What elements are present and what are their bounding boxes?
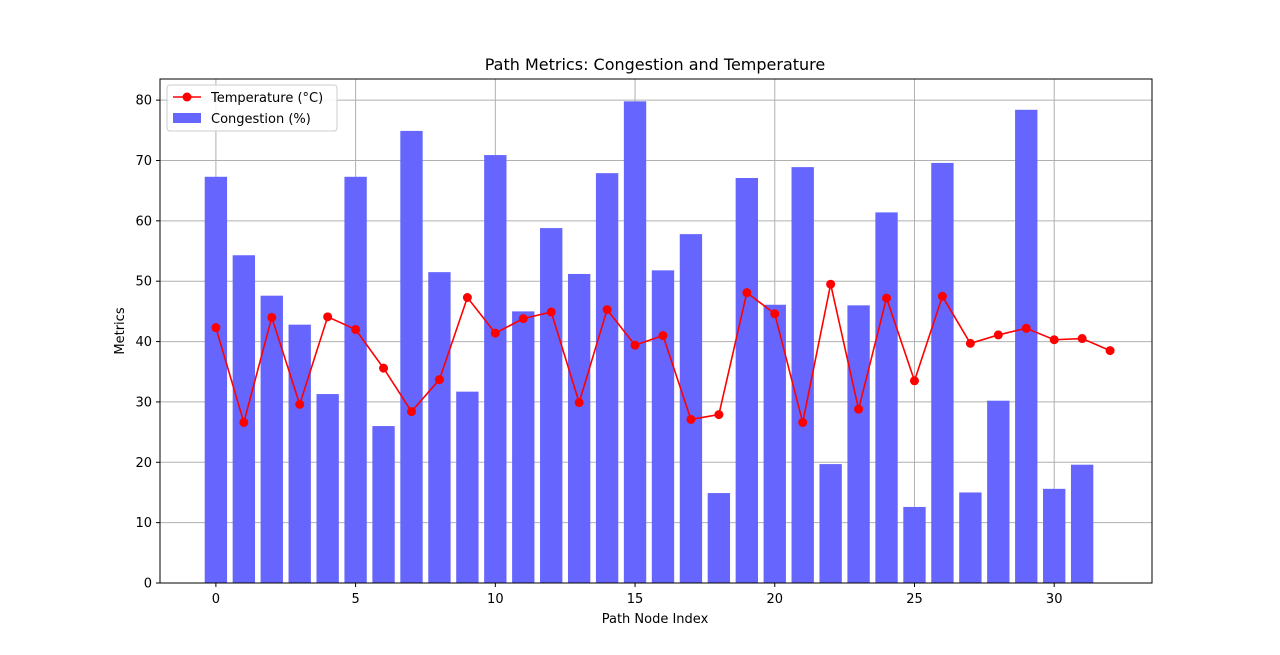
bar [400, 130, 423, 583]
temperature-point [798, 417, 808, 427]
temperature-point [434, 375, 444, 385]
temperature-point [211, 323, 221, 333]
temperature-point [406, 407, 416, 417]
bar [428, 272, 451, 583]
y-tick-label: 20 [135, 456, 152, 471]
bar [931, 162, 954, 583]
y-axis-label: Metrics [113, 307, 128, 354]
legend-box [166, 84, 338, 132]
bar [1015, 109, 1038, 583]
bar [344, 176, 367, 583]
x-tick-label: 20 [766, 592, 783, 607]
temperature-point [379, 363, 389, 373]
bar [372, 426, 395, 583]
bar [903, 506, 926, 583]
temperature-point [658, 331, 668, 341]
legend-congestion-swatch [173, 113, 201, 123]
bar [316, 394, 339, 583]
x-axis-label: Path Node Index [602, 612, 709, 627]
legend-temperature-label: Temperature (°C) [210, 91, 323, 106]
bar [763, 304, 786, 583]
bar [595, 173, 619, 584]
y-tick-label: 50 [135, 275, 152, 290]
x-tick-label: 15 [627, 592, 644, 607]
y-tick-label: 10 [135, 516, 152, 531]
temperature-point [574, 398, 584, 408]
temperature-point [462, 293, 472, 303]
x-tick-label: 30 [1046, 592, 1063, 607]
temperature-point [826, 279, 836, 289]
x-tick-label: 25 [906, 592, 923, 607]
x-tick-label: 5 [351, 592, 359, 607]
line-layer [211, 279, 1115, 427]
bar [204, 176, 228, 583]
legend-congestion-label: Congestion (%) [211, 112, 311, 127]
temperature-point [295, 399, 305, 409]
bar [288, 324, 311, 583]
bar [260, 295, 283, 583]
temperature-point [937, 291, 947, 301]
bar [1043, 488, 1066, 583]
y-tick-label: 30 [135, 395, 152, 410]
temperature-point [1021, 323, 1031, 333]
temperature-point [602, 305, 612, 315]
temperature-point [546, 307, 556, 317]
plot-frame [159, 78, 1153, 584]
temperature-point [518, 314, 528, 324]
temperature-point [490, 328, 500, 338]
y-tick-label: 0 [144, 577, 152, 592]
chart-title: Path Metrics: Congestion and Temperature [485, 55, 826, 74]
bar [987, 400, 1010, 583]
temperature-point [770, 309, 780, 319]
temperature-point [854, 404, 864, 414]
bar [567, 273, 591, 583]
temperature-point [882, 293, 892, 303]
temperature-point [686, 414, 696, 424]
x-tick-label: 10 [487, 592, 504, 607]
temperature-point [993, 330, 1003, 340]
bar [651, 270, 675, 583]
bar [707, 493, 731, 583]
legend: Temperature (°C) Congestion (%) [166, 84, 338, 132]
legend-temperature-marker [182, 92, 192, 102]
y-tick-label: 70 [135, 154, 152, 169]
bar [540, 228, 563, 584]
temperature-point [351, 324, 361, 334]
temperature-point [239, 417, 249, 427]
y-tick-label: 80 [135, 94, 152, 109]
temperature-point [1105, 346, 1115, 356]
y-tick-label: 40 [135, 335, 152, 350]
temperature-point [714, 410, 724, 420]
bar [484, 155, 507, 584]
temperature-point [965, 338, 975, 348]
temperature-point [323, 312, 333, 322]
temperature-point [630, 340, 640, 350]
temperature-point [1049, 335, 1059, 345]
bar [679, 234, 703, 583]
axes-layer: 0 5 10 15 20 25 30 0 10 20 30 40 50 60 70 80 [135, 78, 1153, 607]
temperature-point [909, 376, 919, 386]
bars-layer [204, 101, 1094, 584]
temperature-point [267, 312, 277, 322]
bar [875, 212, 898, 583]
y-tick-label: 60 [135, 214, 152, 229]
temperature-point [1077, 334, 1087, 344]
bar [456, 391, 479, 583]
bar [847, 305, 870, 583]
bar [959, 492, 982, 583]
bar [791, 167, 814, 583]
bar [512, 311, 535, 583]
x-tick-label: 0 [212, 592, 220, 607]
bar [735, 177, 758, 583]
bar [819, 464, 842, 583]
temperature-point [742, 288, 752, 298]
bar [1070, 464, 1094, 583]
